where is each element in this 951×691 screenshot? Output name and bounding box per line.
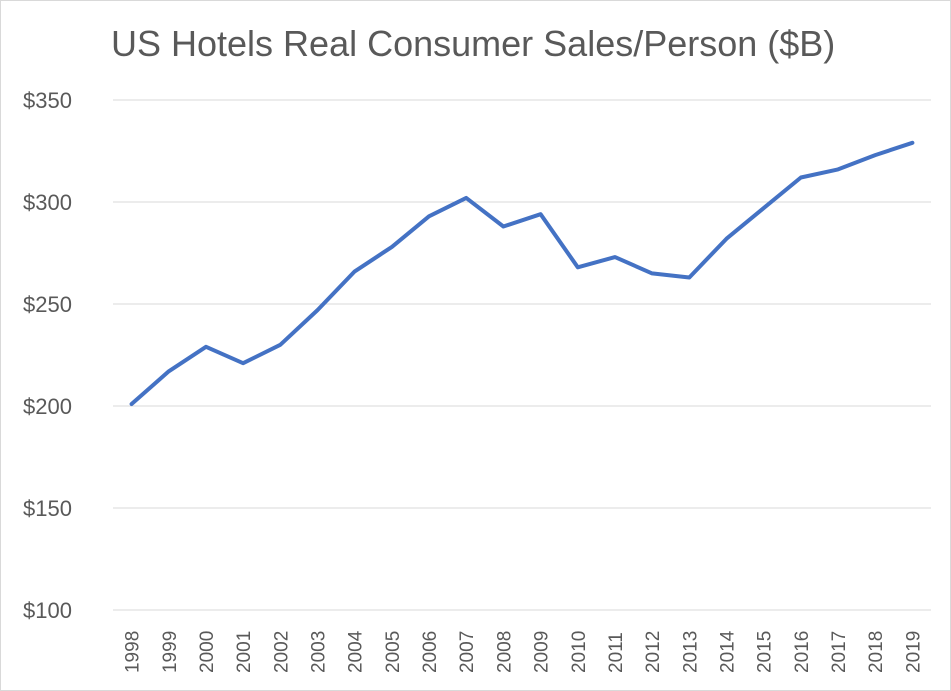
x-tick-label: 2018: [866, 631, 887, 673]
x-tick-label: 2016: [792, 631, 813, 673]
x-tick-label: 2004: [346, 630, 367, 673]
x-tick-label: 1999: [160, 631, 181, 673]
y-tick-label: $200: [23, 394, 72, 419]
x-tick-label: 2001: [234, 631, 255, 673]
y-tick-label: $250: [23, 292, 72, 317]
y-tick-label: $150: [23, 496, 72, 521]
x-tick-label: 2014: [718, 630, 739, 673]
x-tick-label: 2006: [420, 631, 441, 673]
series-line: [129, 140, 915, 406]
x-tick-label: 2005: [383, 631, 404, 673]
x-tick-label: 2015: [755, 631, 776, 673]
x-tick-label: 1998: [123, 631, 144, 673]
x-tick-label: 2008: [494, 631, 515, 673]
x-tick-label: 2012: [643, 631, 664, 673]
x-tick-label: 2011: [606, 632, 627, 673]
x-tick-label: 2003: [309, 631, 330, 673]
y-tick-label: $100: [23, 598, 72, 623]
x-tick-label: 2017: [829, 631, 850, 673]
x-tick-label: 2007: [457, 631, 478, 673]
x-tick-label: 2013: [680, 631, 701, 673]
x-tick-label: 2019: [903, 631, 924, 673]
x-tick-label: 2009: [532, 631, 553, 673]
chart-title: US Hotels Real Consumer Sales/Person ($B…: [111, 23, 836, 64]
x-tick-label: 2000: [197, 631, 218, 673]
y-tick-label: $350: [23, 88, 72, 113]
y-tick-label: $300: [23, 190, 72, 215]
x-tick-label: 2002: [271, 631, 292, 673]
x-tick-label: 2010: [569, 631, 590, 673]
